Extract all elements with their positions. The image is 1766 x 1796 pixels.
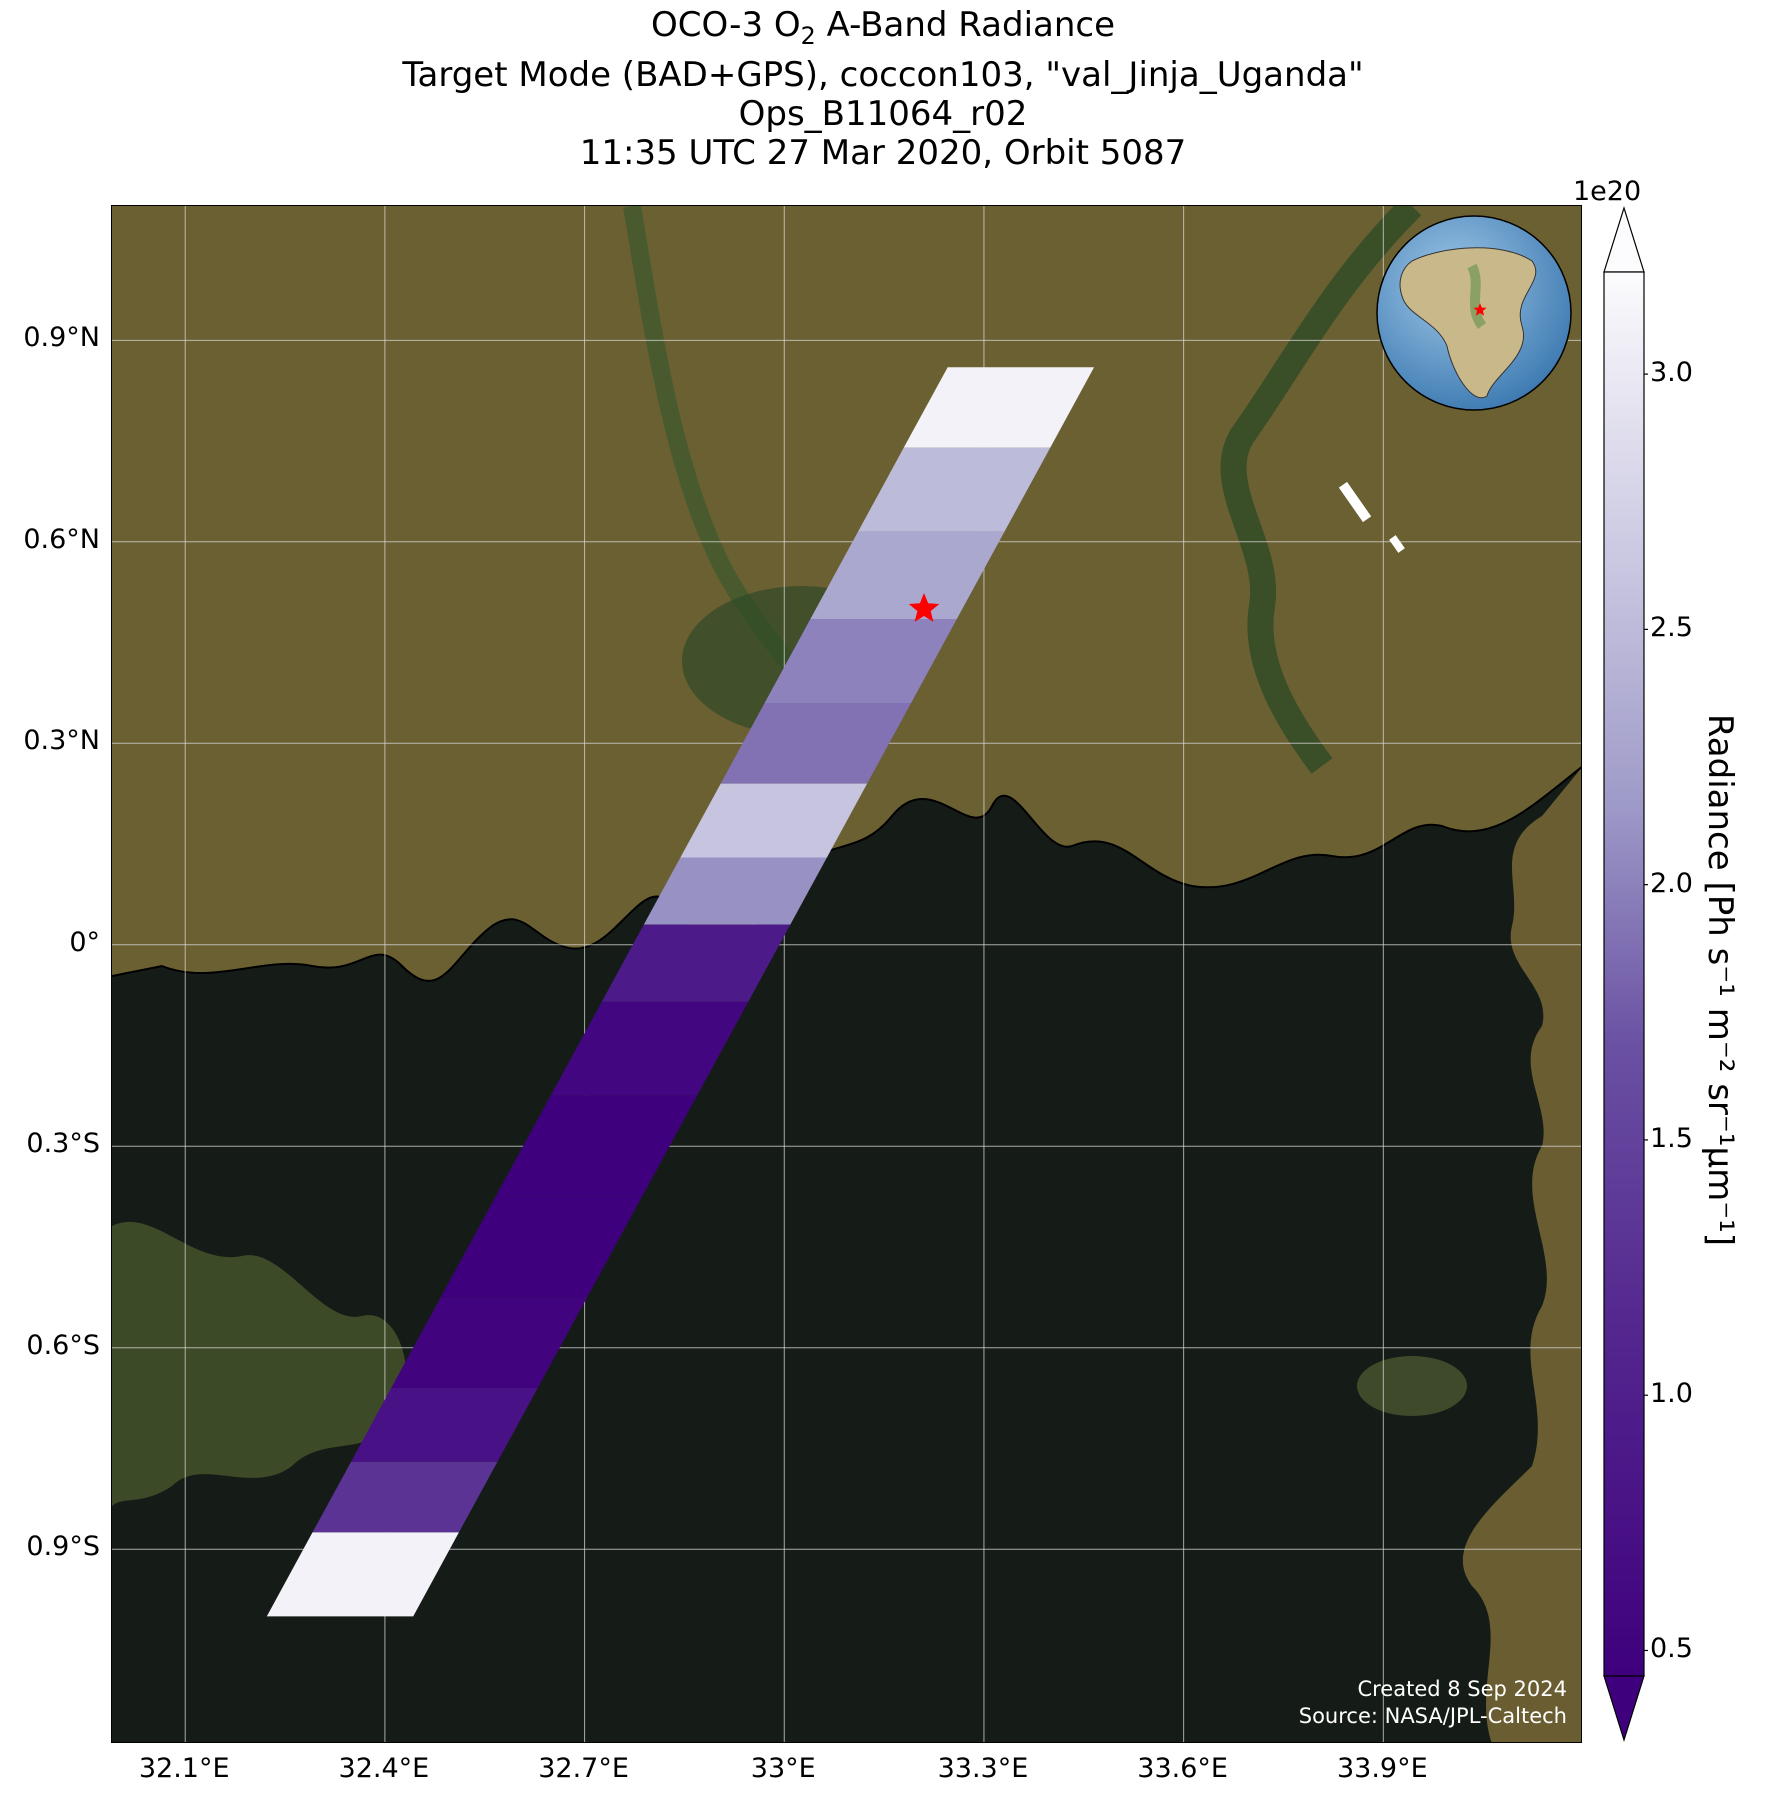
y-tick-label: 0.3°N — [23, 725, 100, 757]
y-tick-label: 0.6°S — [26, 1329, 100, 1361]
y-tick-label: 0.9°N — [23, 322, 100, 354]
shoreline — [112, 766, 1581, 982]
colorbar-tick-marks — [1644, 373, 1648, 1652]
colorbar-tick-label: 2.0 — [1650, 867, 1693, 899]
title-line-4: 11:35 UTC 27 Mar 2020, Orbit 5087 — [579, 132, 1187, 173]
island — [1357, 1356, 1467, 1416]
swath-segment — [601, 924, 791, 1002]
source-credit: Source: NASA/JPL-Caltech — [1298, 1704, 1567, 1728]
x-tick-label: 32.7°E — [538, 1753, 629, 1784]
created-date: Created 8 Sep 2024 — [1357, 1677, 1567, 1701]
swath-segment — [266, 1532, 459, 1617]
credits: Created 8 Sep 2024 Source: NASA/JPL-Calt… — [1299, 1676, 1567, 1730]
colorbar-gradient — [1603, 271, 1645, 1677]
cloud-fragment — [1338, 481, 1372, 523]
swath-segment — [351, 1388, 538, 1462]
star-icon — [1473, 303, 1487, 316]
colorbar-tick-label: 3.0 — [1650, 357, 1693, 389]
colorbar-tick-label: 1.0 — [1650, 1378, 1693, 1410]
star-icon — [908, 593, 940, 622]
swath-segment — [858, 447, 1051, 532]
swath-segment — [440, 1196, 642, 1298]
colorbar-tick-label: 2.5 — [1650, 612, 1693, 644]
colorbar-tick-label: 0.5 — [1650, 1633, 1693, 1665]
y-tick-label: 0.9°S — [26, 1531, 100, 1563]
x-tick-label: 33.9°E — [1336, 1753, 1428, 1784]
y-tick-label: 0.3°S — [26, 1128, 100, 1160]
x-tick-label: 32.4°E — [338, 1753, 430, 1784]
x-tick-label: 32.1°E — [138, 1753, 230, 1784]
swath-segment — [903, 367, 1095, 448]
swath-segment — [495, 1095, 697, 1197]
land-east — [1462, 768, 1581, 1742]
colorbar-tick-label: 1.5 — [1650, 1122, 1693, 1154]
swath-segment — [680, 783, 868, 858]
title-line-2: Target Mode (BAD+GPS), coccon103, "val_J… — [402, 54, 1364, 95]
swath-segment — [391, 1297, 588, 1388]
map-canvas — [112, 206, 1581, 1742]
oco3-swath — [266, 367, 1095, 1617]
cloud-fragment — [1389, 535, 1405, 553]
map-plot-area: Created 8 Sep 2024 Source: NASA/JPL-Calt… — [111, 205, 1582, 1743]
swath-segment — [643, 857, 827, 925]
swath-segment — [550, 1001, 749, 1096]
x-tick-label: 33°E — [750, 1753, 816, 1784]
x-tick-label: 33.6°E — [1137, 1753, 1228, 1784]
colorbar-label: Radiance [Ph s⁻¹ m⁻² sr⁻¹μm⁻¹] — [1700, 713, 1740, 1247]
colorbar — [1603, 205, 1648, 1743]
chart-title: OCO-3 O2 A-Band Radiance Target Mode (BA… — [0, 6, 1766, 173]
colorbar-exponent: 1e20 — [1573, 176, 1642, 207]
title-line-3: Ops_B11064_r02 — [738, 93, 1028, 134]
y-tick-label: 0° — [69, 926, 100, 958]
y-tick-label: 0.6°N — [23, 523, 100, 555]
swath-segment — [810, 531, 1005, 619]
inset-globe — [1376, 215, 1572, 411]
river-nile — [1220, 206, 1422, 774]
swath-segment — [764, 619, 957, 703]
colorbar-extend-max — [1603, 205, 1645, 273]
x-tick-label: 33.3°E — [937, 1753, 1029, 1784]
swath-segment — [720, 703, 912, 784]
colorbar-extend-min — [1603, 1675, 1645, 1743]
swath-segment — [312, 1461, 498, 1533]
title-line-1: OCO-3 O2 A-Band Radiance — [650, 5, 1116, 50]
